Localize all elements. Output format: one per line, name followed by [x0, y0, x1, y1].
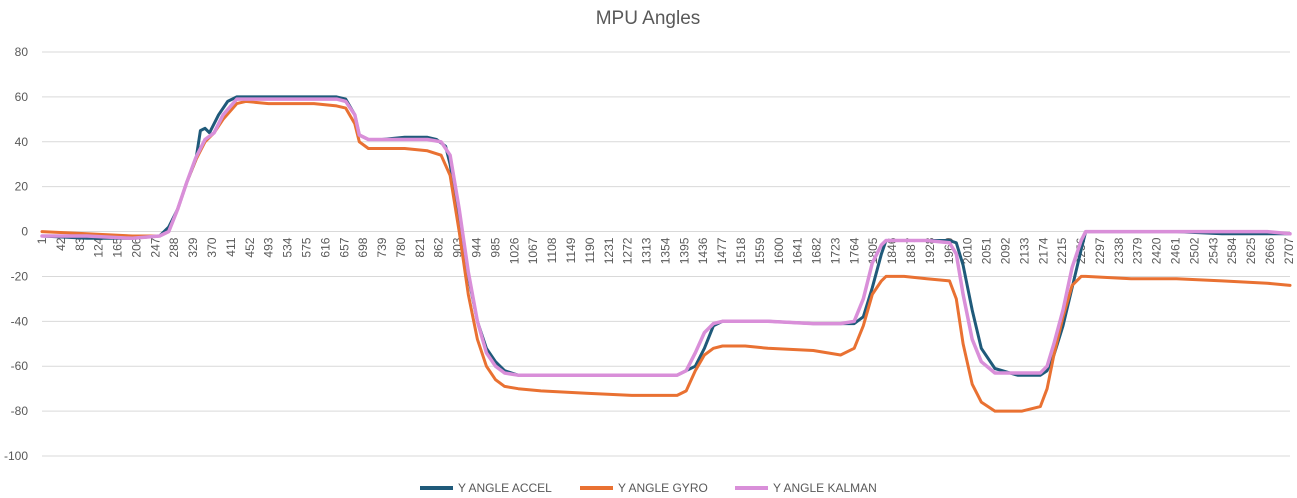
x-tick-label: 2010	[961, 237, 975, 264]
x-tick-label: 1477	[715, 237, 729, 264]
x-tick-label: 1026	[507, 237, 521, 264]
x-tick-label: 1395	[677, 237, 691, 264]
y-tick-label: 0	[21, 225, 28, 239]
chart-title: MPU Angles	[596, 8, 701, 29]
x-tick-label: 2092	[998, 237, 1012, 264]
y-tick-label: 80	[15, 45, 29, 59]
x-tick-label: 2543	[1206, 237, 1220, 264]
x-tick-label: 2174	[1036, 237, 1050, 264]
x-tick-label: 2707	[1282, 237, 1296, 264]
x-tick-label: 862	[432, 237, 446, 257]
x-tick-label: 1559	[753, 237, 767, 264]
x-tick-label: 2584	[1225, 237, 1239, 264]
x-tick-label: 2625	[1244, 237, 1258, 264]
x-tick-label: 2297	[1093, 237, 1107, 264]
series-line-y-angle-gyro	[40, 99, 1292, 413]
x-tick-label: 1723	[828, 237, 842, 264]
x-tick-label: 83	[73, 237, 87, 251]
x-tick-label: 657	[337, 237, 351, 257]
x-tick-label: 1518	[734, 237, 748, 264]
x-axis: 1 42 83 124 165 206 247 288 329 370 411 452 493 534 57…	[35, 237, 1296, 264]
x-tick-label: 985	[488, 237, 502, 257]
x-tick-label: 1190	[583, 237, 597, 263]
x-tick-label: 1436	[696, 237, 710, 264]
x-tick-label: 1231	[602, 237, 616, 264]
x-tick-label: 1149	[564, 237, 578, 263]
x-tick-label: 2051	[980, 237, 994, 264]
x-tick-label: 821	[413, 237, 427, 257]
y-tick-label: -100	[4, 449, 28, 463]
x-tick-label: 1	[35, 237, 49, 244]
x-tick-label: 370	[205, 237, 219, 257]
x-tick-label: 1067	[526, 237, 540, 264]
x-tick-label: 124	[92, 237, 106, 257]
x-tick-label: 247	[148, 237, 162, 257]
x-tick-label: 288	[167, 237, 181, 257]
y-tick-label: 60	[15, 90, 29, 104]
x-tick-label: 1600	[772, 237, 786, 264]
plot-area	[40, 95, 1292, 413]
x-tick-label: 1108	[545, 237, 559, 263]
x-tick-label: 2461	[1169, 237, 1183, 264]
y-tick-label: -20	[11, 269, 29, 283]
x-tick-label: 206	[129, 237, 143, 257]
x-tick-label: 329	[186, 237, 200, 257]
x-tick-label: 1641	[791, 237, 805, 264]
legend: Y ANGLE ACCEL Y ANGLE GYRO Y ANGLE KALMAN	[420, 481, 877, 495]
y-tick-label: -80	[11, 404, 29, 418]
x-tick-label: 739	[375, 237, 389, 257]
x-tick-label: 1887	[904, 237, 918, 264]
legend-label: Y ANGLE GYRO	[618, 481, 708, 495]
x-tick-label: 2420	[1150, 237, 1164, 264]
x-tick-label: 1682	[810, 237, 824, 264]
x-tick-label: 575	[299, 237, 313, 257]
legend-label: Y ANGLE ACCEL	[458, 481, 552, 495]
x-tick-label: 1313	[640, 237, 654, 264]
series-line-y-angle-accel	[40, 95, 1292, 377]
x-tick-label: 2338	[1112, 237, 1126, 264]
x-tick-label: 534	[281, 237, 295, 257]
x-tick-label: 2133	[1017, 237, 1031, 264]
x-tick-label: 411	[224, 237, 238, 256]
x-tick-label: 2215	[1055, 237, 1069, 264]
x-tick-label: 1354	[658, 237, 672, 264]
y-tick-label: 40	[15, 135, 29, 149]
x-tick-label: 1846	[885, 237, 899, 264]
x-tick-label: 698	[356, 237, 370, 257]
x-tick-label: 944	[470, 237, 484, 257]
series-line-y-angle-kalman	[40, 97, 1292, 377]
x-tick-label: 616	[318, 237, 332, 257]
x-tick-label: 1764	[847, 237, 861, 264]
x-tick-label: 452	[243, 237, 257, 257]
x-tick-label: 493	[262, 237, 276, 257]
x-tick-label: 1272	[621, 237, 635, 264]
y-axis: 80 60 40 20 0 -20 -40 -60 -80 -100	[4, 45, 28, 463]
y-tick-label: 20	[15, 180, 29, 194]
y-tick-label: -60	[11, 359, 29, 373]
x-tick-label: 42	[54, 237, 68, 251]
y-tick-label: -40	[11, 314, 29, 328]
x-tick-label: 780	[394, 237, 408, 257]
x-tick-label: 2379	[1131, 237, 1145, 264]
x-tick-label: 1928	[923, 237, 937, 264]
x-tick-label: 2666	[1263, 237, 1277, 264]
legend-label: Y ANGLE KALMAN	[773, 481, 877, 495]
x-tick-label: 2502	[1187, 237, 1201, 264]
x-tick-label: 165	[111, 237, 125, 257]
